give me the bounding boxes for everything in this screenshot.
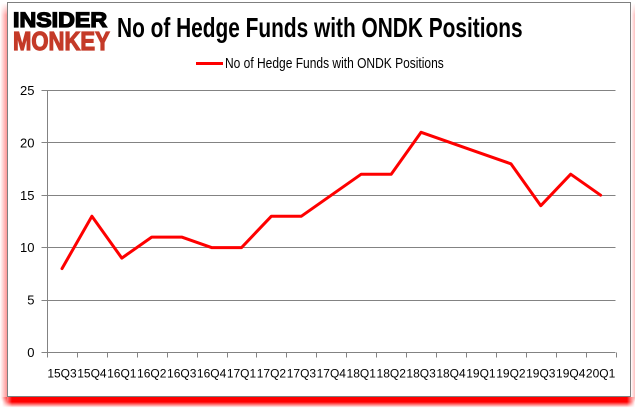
svg-text:17Q2: 17Q2 — [257, 367, 287, 381]
svg-text:5: 5 — [27, 293, 34, 308]
svg-text:18Q3: 18Q3 — [406, 367, 436, 381]
svg-text:19Q2: 19Q2 — [496, 367, 526, 381]
svg-text:18Q1: 18Q1 — [347, 367, 377, 381]
svg-text:16Q1: 16Q1 — [107, 367, 137, 381]
svg-text:20: 20 — [20, 135, 34, 150]
svg-text:19Q3: 19Q3 — [526, 367, 556, 381]
svg-text:16Q2: 16Q2 — [137, 367, 167, 381]
svg-text:20Q1: 20Q1 — [586, 367, 616, 381]
svg-text:18Q2: 18Q2 — [377, 367, 407, 381]
svg-text:16Q4: 16Q4 — [197, 367, 227, 381]
svg-text:10: 10 — [20, 240, 34, 255]
svg-text:25: 25 — [20, 83, 34, 98]
svg-text:16Q3: 16Q3 — [167, 367, 197, 381]
svg-text:15: 15 — [20, 188, 34, 203]
svg-text:15Q4: 15Q4 — [77, 367, 107, 381]
svg-text:19Q4: 19Q4 — [556, 367, 586, 381]
svg-text:0: 0 — [27, 345, 34, 360]
svg-text:19Q1: 19Q1 — [466, 367, 496, 381]
svg-text:17Q3: 17Q3 — [287, 367, 317, 381]
svg-text:18Q4: 18Q4 — [436, 367, 466, 381]
svg-text:17Q1: 17Q1 — [227, 367, 257, 381]
svg-text:17Q4: 17Q4 — [317, 367, 347, 381]
svg-text:15Q3: 15Q3 — [47, 367, 77, 381]
